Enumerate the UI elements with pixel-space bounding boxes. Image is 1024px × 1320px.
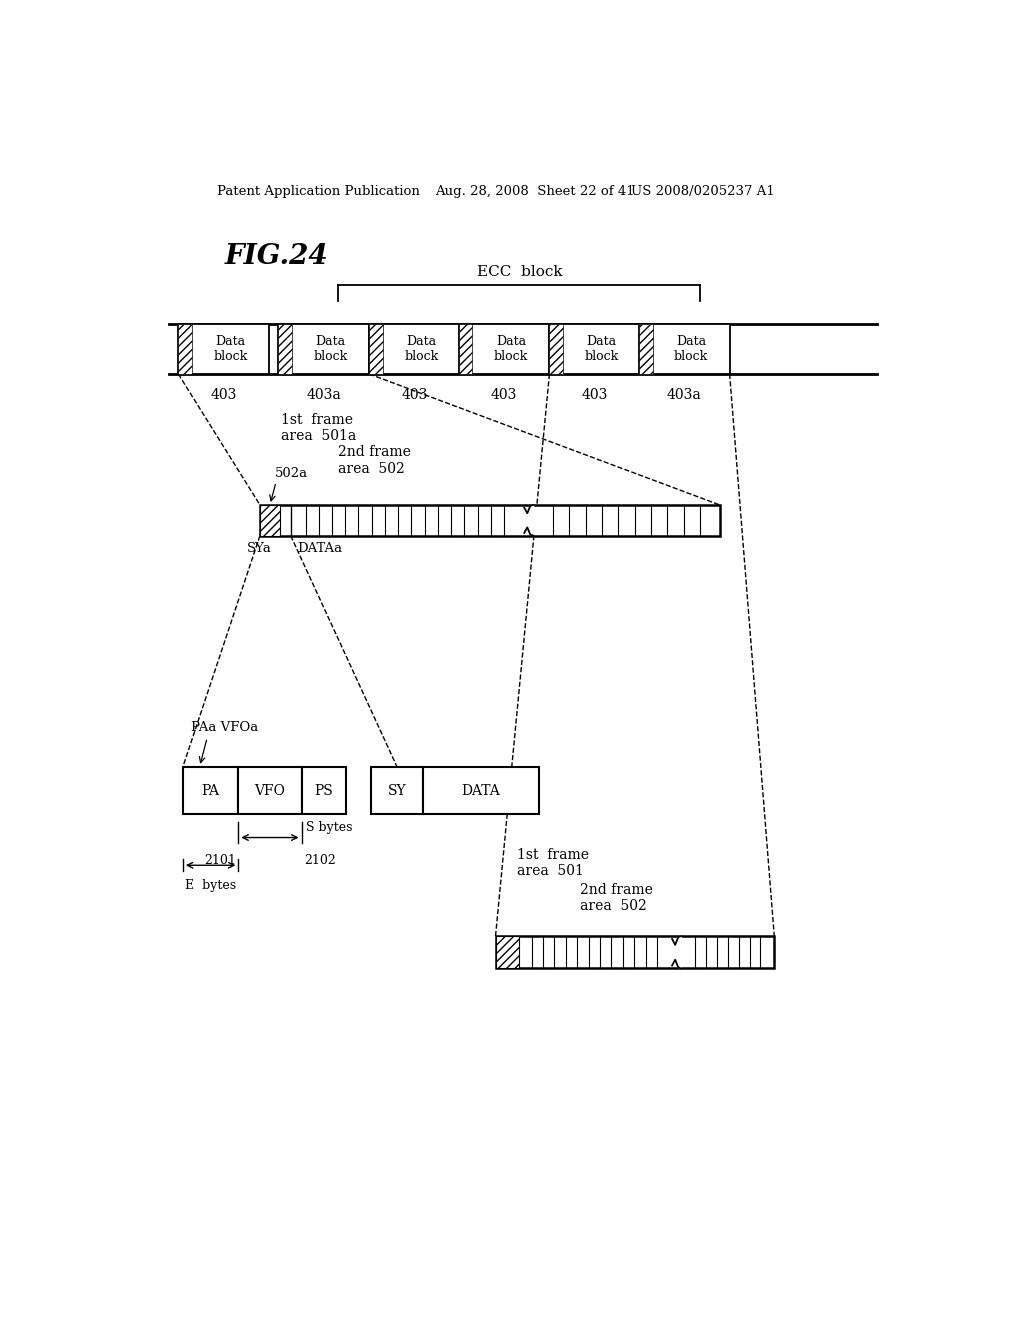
Bar bbox=[370, 323, 460, 374]
Bar bbox=[639, 323, 652, 374]
Text: 403: 403 bbox=[211, 388, 237, 401]
Text: S bytes: S bytes bbox=[306, 821, 352, 834]
Text: VFO: VFO bbox=[255, 784, 286, 797]
Text: 403: 403 bbox=[401, 388, 428, 401]
Text: DATA: DATA bbox=[462, 784, 501, 797]
Bar bbox=[370, 323, 383, 374]
Bar bbox=[183, 767, 239, 814]
Text: PA: PA bbox=[202, 784, 219, 797]
Text: ECC  block: ECC block bbox=[476, 265, 562, 280]
Bar bbox=[459, 323, 550, 374]
Text: 2nd frame
area  502: 2nd frame area 502 bbox=[581, 883, 653, 913]
Text: 2nd frame
area  502: 2nd frame area 502 bbox=[339, 445, 412, 475]
Bar bbox=[550, 323, 640, 374]
Text: Aug. 28, 2008  Sheet 22 of 41: Aug. 28, 2008 Sheet 22 of 41 bbox=[435, 185, 634, 198]
Bar bbox=[178, 323, 269, 374]
Bar bbox=[423, 767, 539, 814]
Text: Data
block: Data block bbox=[214, 335, 248, 363]
Text: E  bytes: E bytes bbox=[185, 879, 237, 892]
Text: PS: PS bbox=[314, 784, 333, 797]
Text: 403: 403 bbox=[490, 388, 517, 401]
Text: 403a: 403a bbox=[667, 388, 701, 401]
Bar bbox=[459, 323, 472, 374]
Bar bbox=[371, 767, 423, 814]
Text: PAa VFOa: PAa VFOa bbox=[190, 721, 258, 734]
Text: US 2008/0205237 A1: US 2008/0205237 A1 bbox=[631, 185, 775, 198]
Text: Patent Application Publication: Patent Application Publication bbox=[217, 185, 420, 198]
Text: 403: 403 bbox=[582, 388, 608, 401]
Bar bbox=[639, 323, 730, 374]
Bar bbox=[301, 767, 346, 814]
Text: Data
block: Data block bbox=[313, 335, 348, 363]
Text: SYa: SYa bbox=[247, 543, 271, 554]
Text: FIG.24: FIG.24 bbox=[224, 243, 328, 271]
Bar bbox=[496, 936, 774, 969]
Bar bbox=[279, 323, 370, 374]
Bar bbox=[550, 323, 563, 374]
Text: 2101: 2101 bbox=[204, 854, 237, 867]
Text: 1st  frame
area  501: 1st frame area 501 bbox=[517, 849, 589, 878]
Text: 502a: 502a bbox=[275, 467, 308, 480]
Bar bbox=[260, 506, 720, 536]
Text: DATAa: DATAa bbox=[297, 543, 342, 554]
Text: Data
block: Data block bbox=[404, 335, 438, 363]
Bar bbox=[239, 767, 301, 814]
Text: Data
block: Data block bbox=[585, 335, 618, 363]
Text: 1st  frame
area  501a: 1st frame area 501a bbox=[281, 413, 356, 444]
Text: 2102: 2102 bbox=[304, 854, 336, 867]
Text: 403a: 403a bbox=[306, 388, 341, 401]
Text: Data
block: Data block bbox=[494, 335, 528, 363]
Bar bbox=[279, 323, 292, 374]
Bar bbox=[178, 323, 193, 374]
Polygon shape bbox=[672, 936, 681, 969]
Bar bbox=[260, 506, 280, 536]
Text: SY: SY bbox=[388, 784, 407, 797]
Polygon shape bbox=[524, 506, 534, 536]
Bar bbox=[496, 936, 518, 969]
Text: Data
block: Data block bbox=[674, 335, 709, 363]
